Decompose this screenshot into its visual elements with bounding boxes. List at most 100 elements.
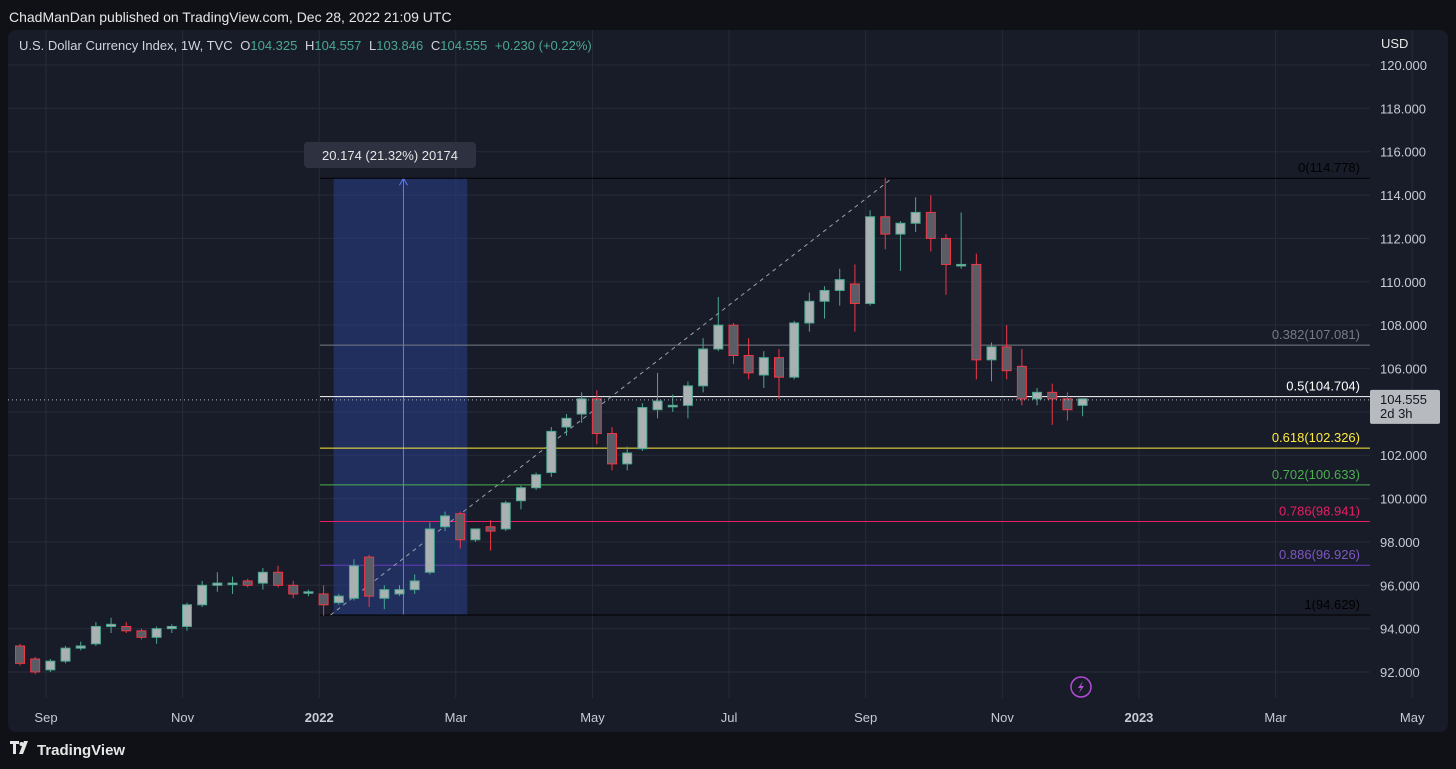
candle-body <box>1062 398 1073 411</box>
candle-body <box>1032 391 1043 400</box>
symbol-title: U.S. Dollar Currency Index, 1W, TVC <box>19 38 233 53</box>
candle <box>30 656 41 675</box>
x-tick-label: 2023 <box>1124 710 1153 725</box>
candle-body <box>30 658 41 673</box>
candle <box>318 585 329 616</box>
candle <box>212 572 223 592</box>
candle-body <box>1001 346 1012 372</box>
candle <box>940 234 951 295</box>
candle-body <box>151 628 162 638</box>
candle-body <box>682 385 693 406</box>
candle <box>986 342 997 382</box>
candle-body <box>60 647 71 662</box>
candle-body <box>440 515 451 528</box>
fib-label: 1(94.629) <box>1304 597 1360 612</box>
candle <box>880 177 891 250</box>
candle <box>288 580 299 599</box>
fib-label: 0.382(107.081) <box>1272 327 1360 342</box>
range-label-bg <box>304 142 476 168</box>
y-tick-label: 106.000 <box>1380 362 1427 377</box>
candle <box>379 585 390 610</box>
candle <box>500 500 511 532</box>
candle <box>227 576 238 594</box>
tradingview-logo[interactable]: TradingView <box>10 741 125 760</box>
candle <box>682 381 693 419</box>
candle <box>865 210 876 306</box>
candle-body <box>531 474 542 489</box>
candle-body <box>728 324 739 356</box>
candle-body <box>849 283 860 304</box>
x-tick-label: Nov <box>171 710 195 725</box>
candle-body <box>1047 391 1058 400</box>
candle <box>257 567 268 590</box>
candle-body <box>698 348 709 387</box>
candle-body <box>804 300 815 324</box>
candle-body <box>576 398 587 415</box>
y-tick-label: 94.000 <box>1380 622 1420 637</box>
candle-body <box>895 222 906 235</box>
candle <box>956 212 967 269</box>
candle <box>440 511 451 532</box>
fib-label: 0.702(100.633) <box>1272 467 1360 482</box>
candle <box>819 286 830 319</box>
x-tick-label: Nov <box>991 710 1015 725</box>
candle <box>455 511 466 549</box>
candle-body <box>774 357 784 378</box>
candle <box>151 626 162 644</box>
candle <box>591 390 602 445</box>
price-range-measure[interactable]: 20.174 (21.32%) 20174 <box>304 142 476 616</box>
chart-panel[interactable]: 20.174 (21.32%) 20174 1(94.629) 0.886(96.… <box>8 30 1448 732</box>
candle-body <box>880 216 891 235</box>
fib-label: 0.786(98.941) <box>1279 504 1360 519</box>
candle <box>895 221 906 271</box>
candle-body <box>409 580 420 591</box>
candle-body <box>75 645 86 649</box>
fibonacci-retracement[interactable]: 1(94.629) 0.886(96.926) 0.786(98.941) 0.702… <box>320 160 1370 616</box>
candle <box>515 485 526 510</box>
candle <box>181 602 192 631</box>
candle <box>743 338 754 380</box>
candle <box>333 593 344 605</box>
candle-body <box>394 589 405 595</box>
low-label: L <box>369 38 377 53</box>
candle-body <box>212 582 223 586</box>
candle <box>546 427 557 477</box>
symbol-legend: U.S. Dollar Currency Index, 1W, TVC O104… <box>19 38 592 53</box>
fib-label: 0.5(104.704) <box>1286 379 1360 394</box>
candle <box>774 348 784 399</box>
candle-body <box>45 660 56 671</box>
x-tick-label: Mar <box>445 710 468 725</box>
y-tick-label: 96.000 <box>1380 578 1420 593</box>
candle <box>394 585 405 597</box>
candle <box>424 522 435 575</box>
candle <box>531 472 542 490</box>
candle <box>1032 388 1043 406</box>
y-tick-label: 92.000 <box>1380 665 1420 680</box>
candle <box>1062 392 1073 421</box>
candle <box>698 338 709 393</box>
candle-body <box>333 595 344 604</box>
candle-body <box>758 357 769 376</box>
candle <box>728 322 739 365</box>
candle-body <box>257 571 268 584</box>
candle <box>667 394 678 412</box>
published-text: ChadManDan published on TradingView.com,… <box>9 9 452 25</box>
price-chart[interactable]: 20.174 (21.32%) 20174 1(94.629) 0.886(96.… <box>8 30 1448 732</box>
candles <box>15 177 1088 675</box>
y-tick-label: 116.000 <box>1380 145 1426 160</box>
fib-label: 0(114.778) <box>1298 160 1360 175</box>
candle-body <box>90 625 101 645</box>
candle <box>121 622 132 633</box>
y-tick-label: 98.000 <box>1380 535 1420 550</box>
candle <box>834 268 845 306</box>
candle-body <box>667 404 678 408</box>
candle <box>971 253 982 380</box>
high-label: H <box>304 38 315 53</box>
last-price-badge <box>1370 389 1440 424</box>
candle-body <box>106 623 117 627</box>
candle <box>910 197 921 232</box>
candle-body <box>971 263 982 361</box>
tradingview-brand: TradingView <box>37 742 126 759</box>
trend-line[interactable] <box>330 177 893 616</box>
